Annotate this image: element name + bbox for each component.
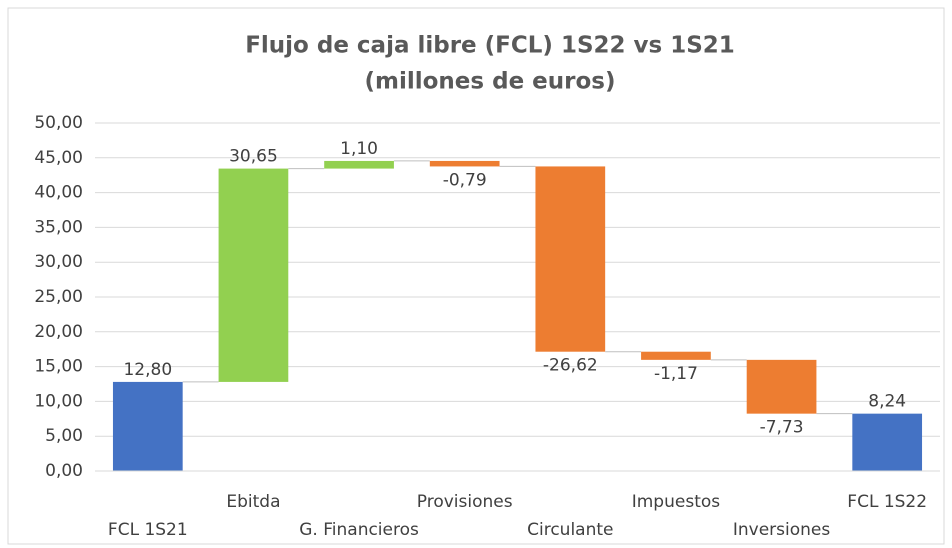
y-tick-label: 25,00 — [34, 287, 83, 307]
x-tick-label: Provisiones — [417, 492, 513, 512]
bar — [641, 351, 711, 360]
x-tick-label: Ebitda — [226, 492, 280, 512]
bar — [218, 168, 289, 382]
bar — [324, 160, 394, 169]
y-tick-label: 5,00 — [45, 426, 83, 446]
data-label: 30,65 — [229, 147, 278, 167]
y-tick-label: 30,00 — [34, 252, 83, 272]
x-tick-label: G. Financieros — [299, 520, 419, 540]
chart-title: Flujo de caja libre (FCL) 1S22 vs 1S21 — [245, 33, 735, 59]
y-tick-label: 0,00 — [45, 461, 83, 481]
y-tick-label: 40,00 — [34, 183, 83, 203]
bar — [852, 413, 923, 471]
bar — [535, 166, 606, 352]
data-label: 8,24 — [868, 392, 906, 412]
x-tick-label: Circulante — [527, 520, 613, 540]
data-label: -7,73 — [760, 418, 804, 438]
y-tick-label: 50,00 — [34, 113, 83, 133]
y-tick-label: 15,00 — [34, 357, 83, 377]
x-tick-label: FCL 1S22 — [847, 492, 927, 512]
data-label: -1,17 — [654, 364, 698, 384]
y-tick-label: 10,00 — [34, 391, 83, 411]
data-label: -0,79 — [443, 170, 487, 190]
y-tick-label: 20,00 — [34, 322, 83, 342]
data-label: 1,10 — [340, 139, 378, 159]
data-label: -26,62 — [543, 356, 598, 376]
bar — [112, 381, 183, 471]
data-label: 12,80 — [123, 360, 172, 380]
x-tick-label: Impuestos — [632, 492, 721, 512]
x-tick-label: Inversiones — [733, 520, 831, 540]
bar — [746, 359, 817, 414]
chart-subtitle: (millones de euros) — [365, 69, 616, 95]
bar — [429, 160, 500, 167]
x-tick-label: FCL 1S21 — [108, 520, 188, 540]
y-tick-label: 45,00 — [34, 148, 83, 168]
y-tick-label: 35,00 — [34, 217, 83, 237]
